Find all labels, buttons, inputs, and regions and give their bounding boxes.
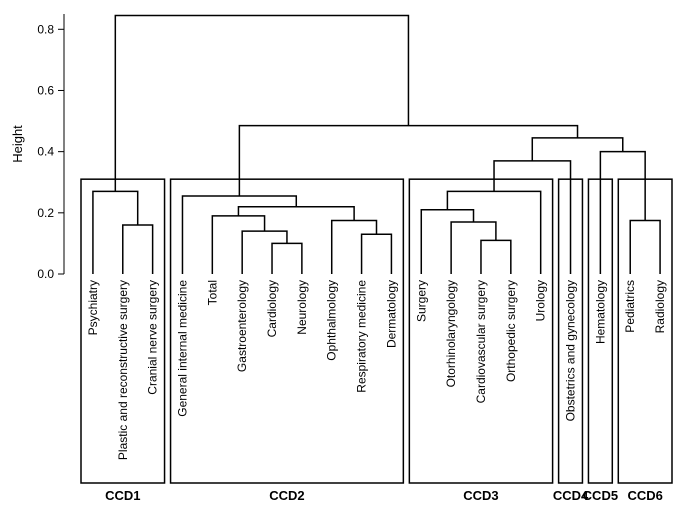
y-tick-label: 0.2 [37, 206, 54, 220]
dendrogram-branch [600, 152, 645, 274]
cluster-label: CCD2 [269, 488, 304, 503]
leaf-label: Ophthalmology [325, 280, 339, 361]
cluster-label: CCD3 [463, 488, 498, 503]
y-axis-title: Height [10, 125, 25, 163]
leaf-label: Obstetrics and gynecology [564, 280, 578, 421]
y-tick-label: 0.6 [37, 83, 54, 97]
dendrogram-branch [212, 216, 264, 274]
dendrogram-branch [481, 240, 511, 274]
leaf-label: Cranial nerve surgery [146, 280, 160, 395]
leaf-label: Cardiovascular surgery [474, 280, 488, 403]
dendrogram-branch [421, 210, 473, 274]
y-tick-label: 0.4 [37, 145, 54, 159]
dendrogram-branch [332, 220, 377, 274]
dendrogram-branch [115, 16, 408, 192]
dendrogram-branch [123, 225, 153, 274]
cluster-label: CCD1 [105, 488, 140, 503]
leaf-label: Plastic and reconstructive surgery [116, 280, 130, 460]
leaf-label: Psychiatry [86, 280, 100, 335]
dendrogram-branch [272, 243, 302, 274]
leaf-label: Cardiology [265, 280, 279, 337]
leaf-label: Urology [534, 280, 548, 321]
y-tick-label: 0.8 [37, 22, 54, 36]
leaf-label: Otorhinolaryngology [444, 280, 458, 387]
leaf-label: Orthopedic surgery [504, 280, 518, 382]
dendrogram-branch [242, 231, 287, 274]
y-tick-label: 0.0 [37, 267, 54, 281]
dendrogram-branch [532, 138, 622, 161]
cluster-label: CCD5 [583, 488, 618, 503]
cluster-label: CCD6 [627, 488, 662, 503]
dendrogram-branch [93, 191, 138, 274]
leaf-label: Total [205, 280, 219, 305]
leaf-label: General internal medicine [175, 280, 189, 417]
leaf-label: Dermatology [384, 280, 398, 348]
leaf-label: Radiology [653, 280, 667, 333]
dendrogram-chart: 0.0 0.2 0.4 0.6 0.8 Height Psychiatry Plastic a… [0, 0, 691, 520]
leaf-label: Neurology [295, 280, 309, 335]
dendrogram-branch [630, 220, 660, 274]
leaf-label: Respiratory medicine [355, 280, 369, 393]
dendrogram-branch [362, 234, 392, 274]
dendrogram-branch [451, 222, 496, 274]
leaf-label: Hematology [593, 280, 607, 344]
leaf-label: Gastroenterology [235, 280, 249, 372]
leaf-label: Pediatrics [623, 280, 637, 333]
dendrogram-branch [447, 191, 540, 274]
leaf-label: Surgery [414, 280, 428, 322]
dendrogram-branch [238, 207, 354, 221]
dendrogram-branch [182, 196, 296, 274]
